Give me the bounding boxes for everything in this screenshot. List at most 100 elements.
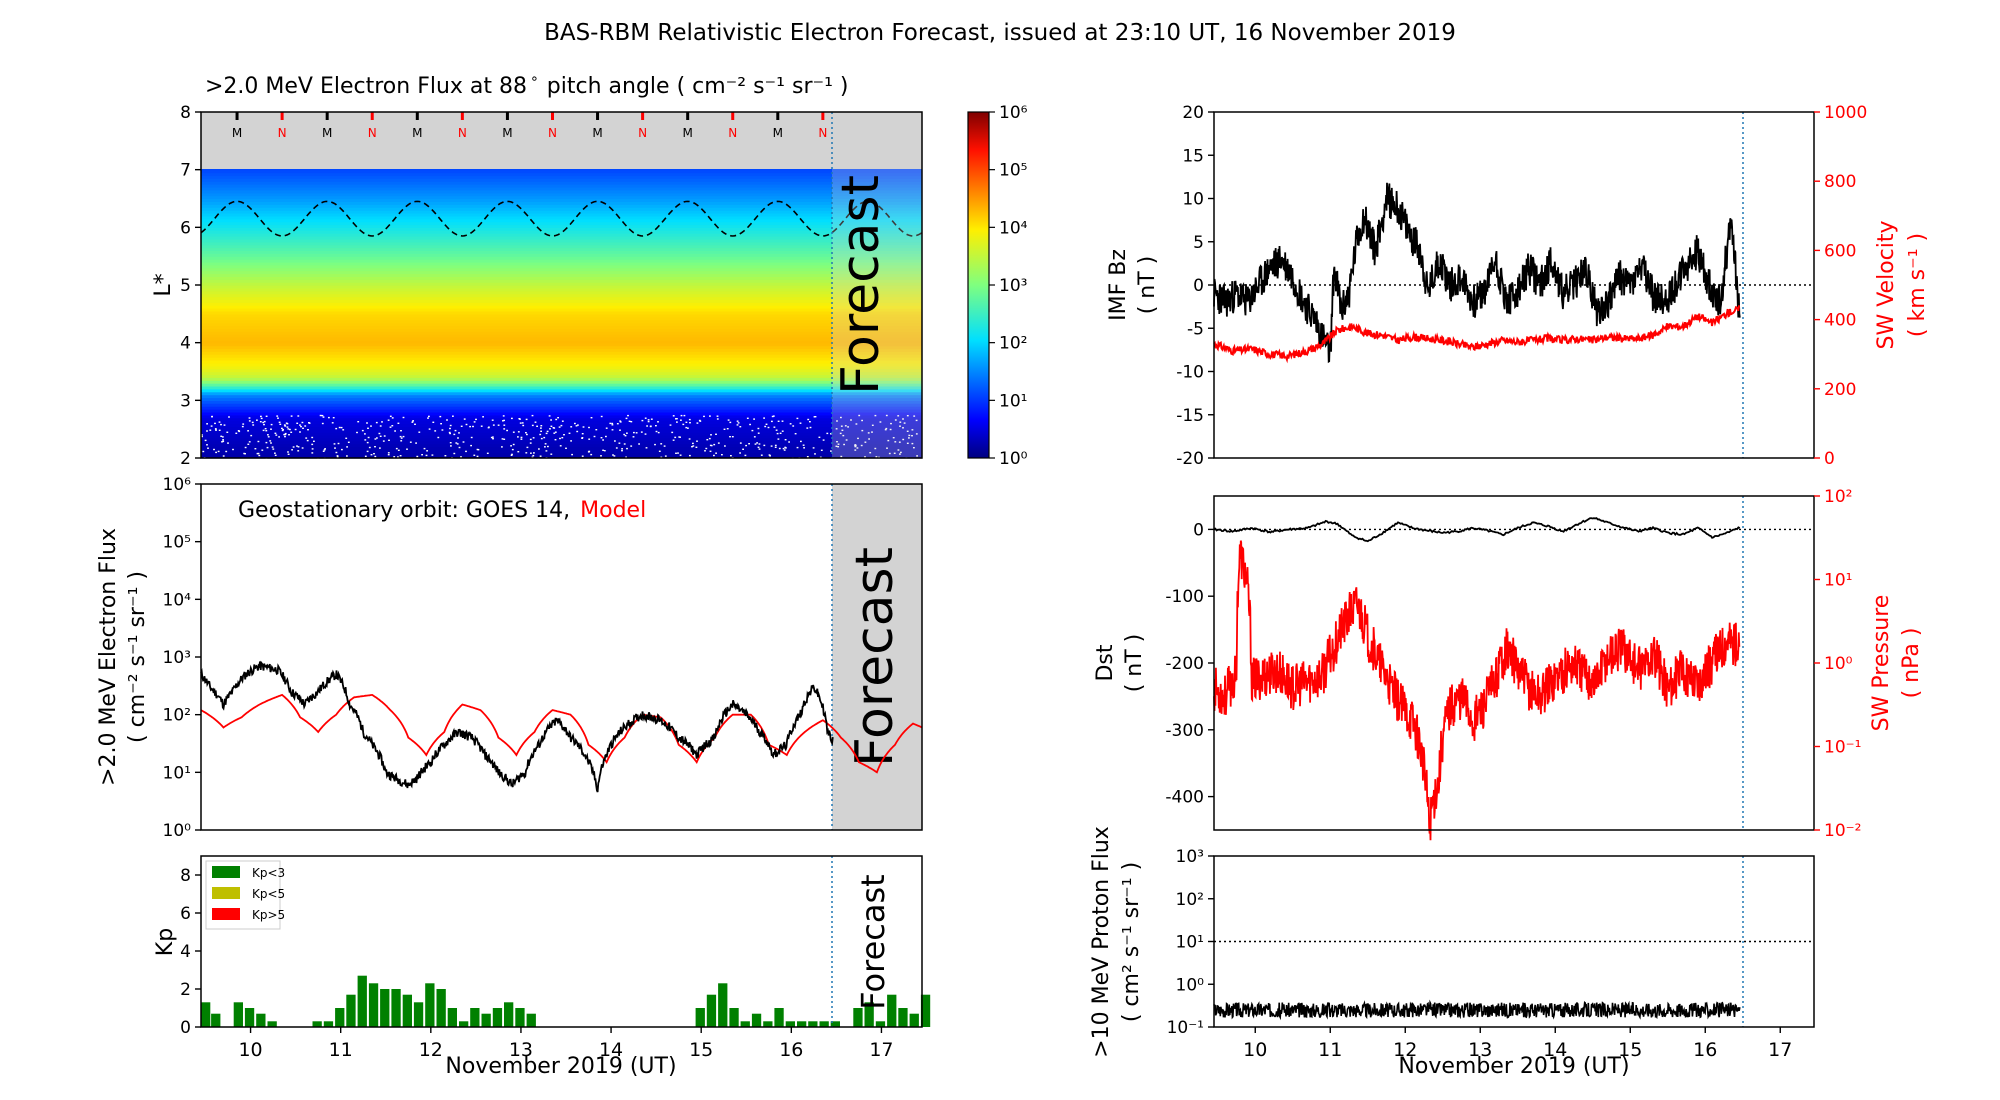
noise-speck <box>241 425 244 428</box>
noise-speck <box>376 437 378 439</box>
noise-speck <box>529 442 532 444</box>
noise-speck <box>331 422 334 424</box>
noise-speck <box>248 441 251 443</box>
noise-speck <box>287 453 290 455</box>
orbit-marker-label: N <box>368 126 377 140</box>
noise-speck <box>691 446 693 448</box>
kp-bar <box>256 1013 266 1027</box>
noise-speck <box>263 420 266 423</box>
noise-speck <box>739 452 741 454</box>
noise-speck <box>311 436 314 439</box>
noise-speck <box>545 450 548 452</box>
noise-speck <box>301 447 304 449</box>
kp-bar <box>887 994 897 1027</box>
proton-ylabel: >10 MeV Proton Flux <box>1089 826 1114 1058</box>
imf-left-ticks: -20 -15 -10 -5 0 5 10 15 20 <box>1176 103 1214 469</box>
noise-speck <box>290 415 293 417</box>
kp-bar <box>335 1008 345 1027</box>
heatmap-cell <box>201 308 922 312</box>
noise-speck <box>222 439 224 441</box>
heatmap-cell <box>201 221 922 226</box>
heatmap-cell <box>201 339 922 344</box>
noise-speck <box>689 454 691 457</box>
kp-bar <box>774 1008 784 1027</box>
heatmap-cell <box>201 449 922 453</box>
noise-speck <box>449 424 452 427</box>
noise-speck <box>540 437 543 440</box>
noise-speck <box>252 424 255 426</box>
noise-speck <box>906 415 909 417</box>
heatmap-cell <box>201 385 922 390</box>
noise-speck <box>453 433 456 436</box>
noise-speck <box>332 417 335 419</box>
noise-speck <box>655 430 658 433</box>
noise-speck <box>856 447 859 449</box>
noise-speck <box>836 441 838 443</box>
noise-speck <box>605 427 608 429</box>
noise-speck <box>847 426 849 428</box>
kp-bar <box>920 994 931 1027</box>
noise-speck <box>222 440 225 443</box>
noise-speck <box>519 422 522 424</box>
kp-x-tick-label: 12 <box>419 1039 443 1061</box>
noise-speck <box>889 428 892 431</box>
noise-speck <box>346 446 348 448</box>
noise-speck <box>311 443 314 446</box>
noise-speck <box>587 451 590 453</box>
noise-speck <box>757 446 760 448</box>
geo-y-tick-label: 10⁰ <box>163 821 192 841</box>
noise-speck <box>561 420 564 422</box>
noise-speck <box>260 417 263 420</box>
heatmap-cell <box>201 264 922 269</box>
noise-speck <box>796 446 799 449</box>
noise-speck <box>222 455 225 457</box>
noise-speck <box>482 416 484 418</box>
heatmap-cell <box>201 409 922 413</box>
noise-speck <box>540 427 542 429</box>
noise-speck <box>510 454 513 456</box>
heatmap-cell <box>201 279 922 283</box>
noise-speck <box>903 422 906 424</box>
noise-speck <box>868 438 870 440</box>
kp-bar <box>797 1021 807 1027</box>
noise-speck <box>448 431 451 434</box>
noise-speck <box>210 425 213 427</box>
noise-speck <box>382 440 385 442</box>
noise-speck <box>374 455 377 458</box>
noise-speck <box>290 431 293 433</box>
noise-speck <box>655 425 657 427</box>
noise-speck <box>450 445 452 447</box>
noise-speck <box>858 414 861 417</box>
kp-axes-frame <box>200 855 923 1028</box>
noise-speck <box>449 442 452 444</box>
noise-speck <box>748 443 750 445</box>
noise-speck <box>867 432 870 434</box>
noise-speck <box>272 448 275 450</box>
noise-speck <box>511 448 514 451</box>
kp-bar <box>875 1021 886 1027</box>
noise-speck <box>215 429 217 431</box>
geo-annotation-model: Model <box>580 498 646 523</box>
heatmap-cell <box>201 282 922 286</box>
noise-speck <box>704 450 706 452</box>
noise-speck <box>286 426 289 428</box>
noise-speck <box>779 432 782 434</box>
noise-speck <box>338 426 341 429</box>
proton-flux-panel: 10⁻¹ 10⁰ 10¹ 10² 10³ 10 11 12 13 14 15 16 17 >10 Me… <box>1089 826 1815 1079</box>
dst-ylabel-units: ( nT ) <box>1122 634 1147 693</box>
heatmap-cell <box>201 397 922 401</box>
noise-speck <box>680 414 683 417</box>
orbit-marker-label: N <box>278 126 287 140</box>
geo-axes-frame <box>200 483 923 831</box>
lstar-trapping-region <box>201 112 922 169</box>
kp-y-tick-label: 0 <box>180 1018 191 1038</box>
noise-speck <box>346 455 348 457</box>
noise-speck <box>397 456 399 458</box>
lstar-title-units: pitch angle ( cm⁻² s⁻¹ sr⁻¹ ) <box>547 74 849 99</box>
imf-y-tick-label: -20 <box>1176 449 1204 469</box>
orbit-marker-label: M <box>682 126 692 140</box>
noise-speck <box>774 446 777 448</box>
noise-speck <box>709 444 712 447</box>
noise-speck <box>913 415 916 417</box>
noise-speck <box>763 417 765 419</box>
